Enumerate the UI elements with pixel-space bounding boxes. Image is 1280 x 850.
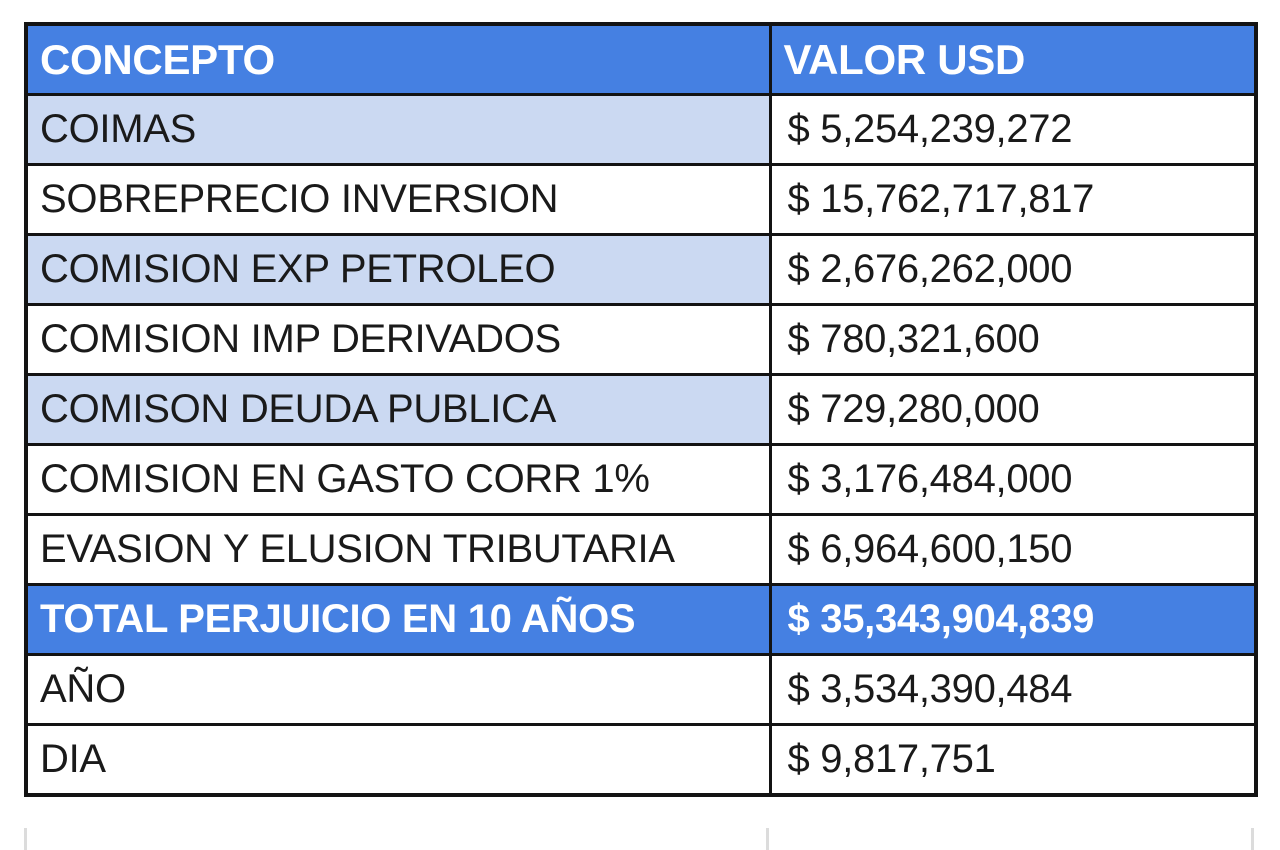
cell-value: $ 5,254,239,272 (768, 93, 1258, 166)
header-cell-valor-usd: VALOR USD (768, 22, 1258, 96)
cell-concept: TOTAL PERJUICIO EN 10 AÑOS (24, 583, 772, 656)
cell-value: $ 35,343,904,839 (768, 583, 1258, 656)
cell-value: $ 2,676,262,000 (768, 233, 1258, 306)
table-row: EVASION Y ELUSION TRIBUTARIA $ 6,964,600… (24, 513, 1258, 586)
table-body: COIMAS $ 5,254,239,272 SOBREPRECIO INVER… (24, 93, 1258, 797)
table-row: SOBREPRECIO INVERSION $ 15,762,717,817 (24, 163, 1258, 236)
table-header: CONCEPTO VALOR USD (24, 22, 1258, 96)
cell-concept: COMISION EN GASTO CORR 1% (24, 443, 772, 516)
cell-concept: COMISON DEUDA PUBLICA (24, 373, 772, 446)
concept-value-table: CONCEPTO VALOR USD COIMAS $ 5,254,239,27… (24, 22, 1258, 797)
cell-value: $ 3,176,484,000 (768, 443, 1258, 516)
table-row: DIA $ 9,817,751 (24, 723, 1258, 797)
cell-value: $ 9,817,751 (768, 723, 1258, 797)
table-row: COIMAS $ 5,254,239,272 (24, 93, 1258, 166)
cell-concept: DIA (24, 723, 772, 797)
table-row: AÑO $ 3,534,390,484 (24, 653, 1258, 726)
cell-concept: COIMAS (24, 93, 772, 166)
concept-value-table-wrapper: CONCEPTO VALOR USD COIMAS $ 5,254,239,27… (24, 22, 1258, 797)
cell-value: $ 780,321,600 (768, 303, 1258, 376)
table-row: COMISON DEUDA PUBLICA $ 729,280,000 (24, 373, 1258, 446)
cell-concept: SOBREPRECIO INVERSION (24, 163, 772, 236)
cell-concept: EVASION Y ELUSION TRIBUTARIA (24, 513, 772, 586)
header-cell-concepto: CONCEPTO (24, 22, 772, 96)
table-row: TOTAL PERJUICIO EN 10 AÑOS $ 35,343,904,… (24, 583, 1258, 656)
partial-grid-line-middle (766, 828, 769, 850)
cell-value: $ 6,964,600,150 (768, 513, 1258, 586)
partial-grid-line-left (24, 828, 27, 850)
cell-concept: COMISION EXP PETROLEO (24, 233, 772, 306)
header-row: CONCEPTO VALOR USD (24, 22, 1258, 96)
table-row: COMISION EN GASTO CORR 1% $ 3,176,484,00… (24, 443, 1258, 516)
cell-value: $ 3,534,390,484 (768, 653, 1258, 726)
table-row: COMISION IMP DERIVADOS $ 780,321,600 (24, 303, 1258, 376)
cell-concept: AÑO (24, 653, 772, 726)
partial-grid-line-right (1251, 828, 1254, 850)
table-row: COMISION EXP PETROLEO $ 2,676,262,000 (24, 233, 1258, 306)
cell-value: $ 15,762,717,817 (768, 163, 1258, 236)
partial-next-row (24, 828, 1254, 850)
cell-value: $ 729,280,000 (768, 373, 1258, 446)
cell-concept: COMISION IMP DERIVADOS (24, 303, 772, 376)
